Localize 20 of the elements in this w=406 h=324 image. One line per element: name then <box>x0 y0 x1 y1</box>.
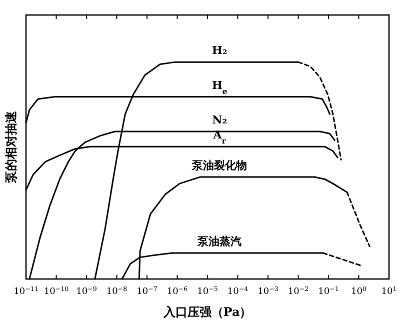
x-tick-label: 10$^{−7}$ <box>136 286 158 297</box>
x-tick-label: 10$^{0}$ <box>351 286 366 297</box>
series-label: N₂ <box>212 113 228 126</box>
x-tick-label: 10$^{−2}$ <box>288 286 309 297</box>
x-axis-title: 入口压强（Pa） <box>162 305 252 319</box>
x-tick-label: 10$^{−9}$ <box>76 286 97 297</box>
series-label: 泵油蒸汽 <box>196 234 242 248</box>
x-tick-label: 10$^{−6}$ <box>166 286 188 297</box>
x-tick-label: 10$^{−11}$ <box>14 286 38 297</box>
series-label: H₂ <box>212 44 228 58</box>
x-tick-label: 10$^{−5}$ <box>197 286 218 297</box>
y-axis-title: 泵的相对抽速 <box>4 110 18 184</box>
x-tick-label: 10$^{1}$ <box>381 286 397 297</box>
x-tick-label: 10$^{−1}$ <box>318 286 339 297</box>
x-tick-label: 10$^{−8}$ <box>106 286 128 297</box>
x-tick-label: 10$^{−4}$ <box>227 286 248 297</box>
x-tick-label: 10$^{−3}$ <box>258 286 278 297</box>
series-label: H$_{e}$ <box>212 78 228 96</box>
series-label: 泵油裂化物 <box>191 159 248 172</box>
x-tick-label: 10$^{−10}$ <box>44 286 69 297</box>
